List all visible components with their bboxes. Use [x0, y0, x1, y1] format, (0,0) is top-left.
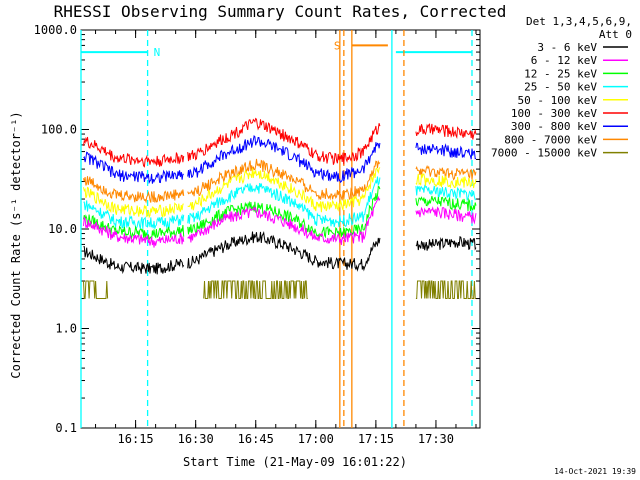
vertical-markers — [80, 30, 473, 428]
x-axis-label: Start Time (21-May-09 16:01:22) — [183, 455, 407, 469]
y-tick-label: 1.0 — [55, 322, 77, 336]
series-line — [415, 173, 477, 189]
series-line — [415, 165, 477, 181]
series-line — [83, 176, 381, 230]
series-line — [83, 280, 308, 299]
y-axis-label: Corrected Count Rate (s⁻¹ detector⁻¹) — [9, 111, 23, 378]
series-line — [415, 236, 477, 251]
legend-entry-label: 25 - 50 keV — [524, 81, 597, 94]
series-line — [83, 158, 381, 204]
series-line — [415, 206, 477, 225]
series-line — [415, 195, 477, 212]
y-axis: 0.1 1.0 10.0 100.0 1000.0 — [34, 23, 480, 435]
series-line — [83, 117, 381, 168]
legend-header-line-2: Att 0 — [599, 28, 632, 41]
y-tick-label: 10.0 — [48, 222, 77, 236]
series-line — [83, 135, 381, 185]
legend-entry-label: 300 - 800 keV — [511, 120, 597, 133]
x-tick-label: 16:45 — [238, 432, 274, 446]
legend-entry-label: 50 - 100 keV — [518, 94, 598, 107]
x-tick-label: 16:15 — [118, 432, 154, 446]
x-tick-label: 17:00 — [298, 432, 334, 446]
x-tick-label: 17:15 — [358, 432, 394, 446]
y-tick-label: 0.1 — [55, 421, 77, 435]
legend-entry-label: 800 - 7000 keV — [504, 133, 597, 146]
flag-bars: NS — [81, 39, 472, 59]
series-line — [415, 142, 476, 160]
footer-timestamp: 14-Oct-2021 19:39 — [554, 467, 636, 476]
series-line — [83, 195, 381, 248]
x-tick-label: 16:30 — [178, 432, 214, 446]
legend-header-line-1: Det 1,3,4,5,6,9, — [526, 15, 632, 28]
series-line — [415, 184, 477, 201]
legend-entry-label: 7000 - 15000 keV — [491, 147, 597, 160]
legend-entry-label: 6 - 12 keV — [531, 54, 598, 67]
legend-entry-label: 3 - 6 keV — [537, 41, 597, 54]
series-line — [415, 123, 477, 140]
y-tick-label: 100.0 — [41, 123, 77, 137]
flag-label: N — [154, 46, 161, 59]
series-line — [83, 167, 381, 219]
x-tick-label: 17:30 — [418, 432, 454, 446]
series-lines — [83, 117, 477, 299]
legend-entry-label: 12 - 25 keV — [524, 67, 597, 80]
flag-label: S — [334, 39, 341, 52]
chart-title: RHESSI Observing Summary Count Rates, Co… — [54, 2, 507, 21]
legend-entry-label: 100 - 300 keV — [511, 107, 597, 120]
series-line — [415, 280, 476, 299]
x-axis: 16:15 16:30 16:45 17:00 17:15 17:30 — [95, 30, 477, 446]
series-line — [83, 231, 381, 275]
y-tick-label: 1000.0 — [34, 23, 77, 37]
